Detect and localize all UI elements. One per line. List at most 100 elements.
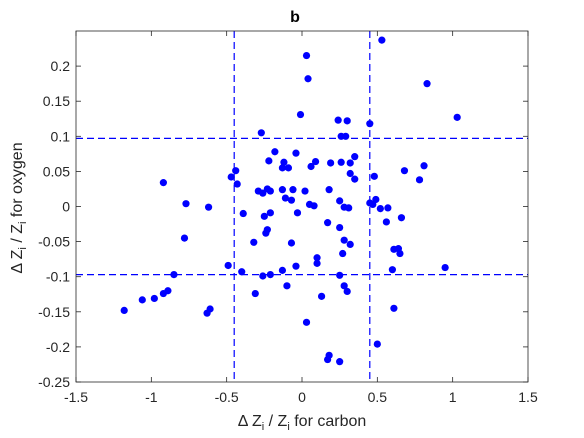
x-tick-label: 1.5	[518, 389, 538, 405]
data-point	[159, 179, 167, 187]
data-point	[278, 164, 287, 172]
data-point	[310, 202, 318, 210]
y-tick-label: -0.15	[38, 304, 70, 320]
data-point	[327, 159, 335, 167]
data-point	[233, 180, 241, 188]
data-point	[343, 287, 351, 296]
data-point	[453, 113, 461, 121]
data-point	[293, 209, 302, 217]
data-point	[396, 249, 404, 258]
data-point	[441, 263, 449, 272]
data-point	[340, 236, 348, 244]
data-point	[337, 158, 345, 166]
data-point	[224, 261, 232, 270]
y-tick-label: -0.2	[46, 339, 70, 355]
data-point	[120, 306, 128, 314]
data-point	[307, 162, 315, 171]
x-tick-label: -1.5	[64, 389, 88, 405]
data-point	[317, 292, 326, 300]
y-tick-label: -0.25	[38, 374, 70, 390]
data-point	[170, 270, 178, 279]
data-point	[232, 167, 240, 175]
data-point	[400, 167, 409, 175]
data-point	[292, 149, 300, 157]
data-point	[302, 318, 311, 326]
data-point	[388, 266, 396, 274]
data-point	[343, 117, 351, 125]
data-point	[334, 116, 342, 124]
chart-title: b	[290, 9, 300, 26]
y-tick-label: -0.05	[38, 234, 70, 250]
y-tick-label: 0	[62, 199, 70, 215]
data-point	[313, 259, 321, 267]
data-point	[324, 219, 332, 227]
data-point	[351, 153, 359, 161]
x-tick-label: -1	[145, 389, 158, 405]
x-tick-label: 0.5	[368, 389, 388, 405]
data-point	[182, 200, 190, 208]
data-point	[336, 197, 344, 205]
data-point	[138, 296, 146, 304]
data-point	[336, 223, 344, 232]
data-point	[280, 158, 288, 166]
data-point	[373, 340, 381, 348]
data-point	[278, 186, 287, 194]
data-point	[259, 189, 267, 197]
data-point	[376, 205, 384, 213]
data-point	[266, 187, 274, 195]
data-point	[342, 132, 350, 140]
data-point	[311, 157, 320, 166]
y-axis-title: Δ Zi / Zi for oxygen	[9, 142, 29, 273]
x-tick-label: -0.5	[215, 389, 239, 405]
data-point	[283, 282, 291, 290]
data-point	[262, 229, 270, 237]
y-axis-ticks: -0.25 -0.2 -0.15 -0.1 -0.05 0 0.05 0.1 0.15 0.2	[38, 58, 528, 390]
data-point	[265, 157, 273, 165]
y-tick-label: 0.15	[43, 93, 70, 109]
data-point	[366, 120, 374, 128]
data-point	[238, 268, 246, 276]
data-point	[180, 234, 189, 242]
y-tick-label: -0.1	[46, 269, 70, 285]
data-point	[289, 186, 297, 194]
data-point	[382, 218, 390, 226]
data-point	[324, 355, 332, 364]
data-point	[325, 186, 333, 194]
data-point	[292, 262, 300, 270]
data-point	[304, 75, 312, 83]
data-point	[390, 304, 398, 312]
y-tick-label: 0.1	[51, 128, 71, 144]
data-point	[271, 148, 279, 156]
data-point	[423, 80, 431, 88]
data-point	[378, 36, 386, 44]
data-point	[150, 294, 158, 303]
data-point	[278, 266, 287, 274]
data-point	[346, 169, 354, 178]
data-point	[266, 209, 274, 217]
x-tick-label: 0	[298, 389, 306, 405]
data-point	[351, 175, 359, 183]
data-points	[120, 36, 461, 366]
data-point	[340, 282, 348, 290]
data-point	[284, 164, 293, 172]
data-point	[287, 239, 296, 247]
data-point	[345, 204, 353, 212]
reference-lines	[76, 31, 528, 382]
data-point	[239, 209, 247, 218]
data-point	[336, 271, 344, 279]
data-point	[313, 254, 321, 262]
data-point	[281, 194, 290, 202]
data-point	[251, 289, 259, 298]
data-point	[257, 129, 265, 137]
data-point	[397, 214, 406, 222]
data-point	[390, 245, 398, 253]
x-tick-label: 1	[449, 389, 457, 405]
data-point	[370, 172, 378, 180]
data-point	[159, 289, 167, 298]
data-point	[204, 203, 213, 211]
x-axis-title: Δ Zi / Zi for carbon	[238, 413, 367, 433]
data-point	[346, 159, 354, 167]
data-point	[296, 110, 305, 119]
